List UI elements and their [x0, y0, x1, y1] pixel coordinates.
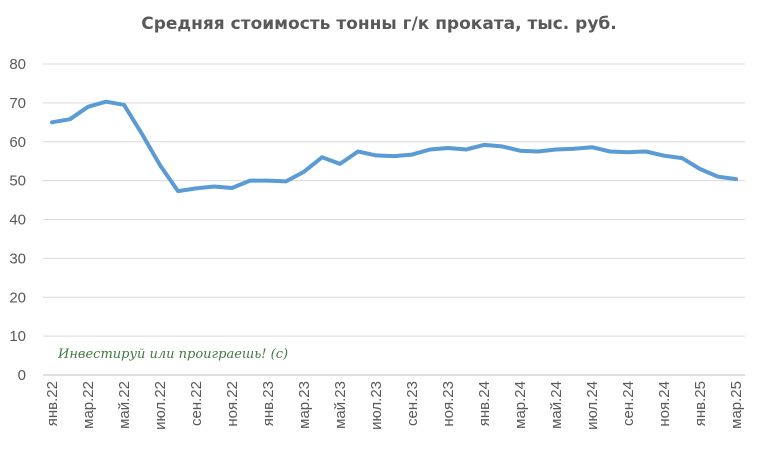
y-tick-label: 50	[9, 173, 26, 190]
data-point	[104, 100, 108, 104]
data-point	[140, 132, 144, 136]
data-point	[392, 154, 396, 158]
data-point	[68, 117, 72, 121]
data-point	[572, 147, 576, 151]
data-point	[212, 184, 216, 189]
data-point	[590, 145, 594, 149]
data-point	[518, 149, 522, 153]
y-tick-label: 30	[9, 250, 26, 267]
data-point	[698, 167, 702, 171]
data-point	[716, 175, 720, 179]
x-tick-label: ноя.24	[656, 381, 673, 427]
data-point	[680, 156, 684, 160]
x-tick-label: май.23	[332, 381, 349, 429]
data-point	[158, 163, 162, 167]
x-tick-label: май.24	[548, 381, 565, 429]
x-tick-label: янв.25	[692, 381, 709, 426]
data-point	[338, 162, 342, 166]
gridlines	[43, 63, 745, 376]
x-tick-label: июл.23	[368, 381, 385, 430]
x-tick-label: сен.24	[620, 381, 637, 426]
x-tick-label: июл.22	[152, 381, 169, 430]
data-point	[50, 120, 54, 124]
x-tick-label: янв.22	[44, 381, 61, 426]
data-point	[464, 147, 468, 152]
data-point	[320, 155, 324, 159]
data-point	[626, 150, 630, 154]
data-point	[536, 149, 540, 154]
series	[50, 99, 738, 194]
chart-title: Средняя стоимость тонны г/к проката, тыс…	[141, 14, 617, 34]
data-point	[230, 186, 234, 190]
x-tick-label: мар.24	[512, 381, 529, 429]
data-point	[662, 154, 666, 158]
x-tick-label: сен.23	[404, 381, 421, 426]
data-point	[266, 179, 270, 183]
watermark-text: Инвестируй или проиграешь! (с)	[57, 347, 288, 362]
data-point	[482, 143, 486, 147]
data-point	[734, 177, 738, 181]
data-point	[500, 144, 504, 148]
data-point	[284, 179, 288, 183]
data-point	[302, 170, 306, 174]
y-tick-label: 10	[9, 328, 26, 345]
data-point	[194, 186, 198, 190]
data-point	[374, 153, 378, 157]
y-tick-label: 0	[18, 367, 26, 384]
x-tick-label: май.22	[116, 381, 133, 429]
data-point	[176, 189, 180, 193]
data-point	[554, 147, 558, 152]
y-tick-label: 40	[9, 212, 26, 229]
data-point	[446, 146, 450, 150]
data-point	[644, 149, 648, 154]
x-tick-label: янв.24	[476, 381, 493, 426]
y-tick-label: 80	[9, 56, 26, 73]
x-tick-label: сен.22	[188, 381, 205, 426]
series-line	[50, 99, 738, 194]
data-point	[356, 149, 360, 154]
x-tick-label: мар.25	[728, 381, 745, 429]
x-tick-label: ноя.23	[440, 381, 457, 427]
x-tick-label: янв.23	[260, 381, 277, 426]
x-tick-label: ноя.22	[224, 381, 241, 427]
y-axis-tick-labels: 0 10 20 30 40 50 60 70 80	[9, 56, 26, 384]
data-point	[122, 103, 126, 107]
data-point	[410, 153, 414, 157]
x-tick-label: мар.22	[80, 381, 97, 429]
x-tick-label: июл.24	[584, 381, 601, 430]
data-point	[248, 179, 252, 183]
data-point	[608, 149, 612, 154]
x-tick-label: мар.23	[296, 381, 313, 429]
y-tick-label: 60	[9, 134, 26, 151]
data-point	[86, 105, 90, 109]
x-axis-tick-labels: янв.22 мар.22 май.22 июл.22 сен.22 ноя.22 янв.…	[44, 381, 745, 430]
y-tick-label: 70	[9, 95, 26, 112]
data-point	[428, 147, 432, 152]
y-tick-label: 20	[9, 289, 26, 306]
